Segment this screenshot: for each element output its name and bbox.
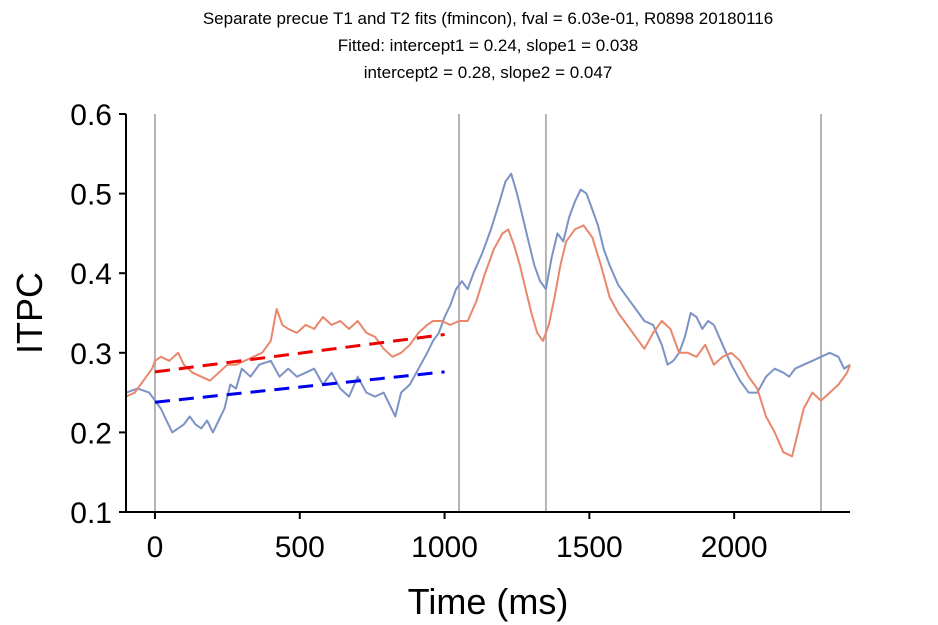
x-tick-label: 1000 [411,531,478,564]
fit-line-2 [154,370,445,404]
y-tick-label: 0.1 [70,497,112,530]
y-tick-label: 0.3 [70,338,112,371]
chart-title-line-2: Fitted: intercept1 = 0.24, slope1 = 0.03… [338,36,639,55]
plot-area [125,172,851,458]
series-line-1 [125,224,851,458]
x-axis-label: Time (ms) [408,581,569,622]
y-tick-label: 0.4 [70,258,112,291]
series-line-0 [125,172,851,434]
y-axis-ticks: 0.1 0.2 0.3 0.4 0.5 0.6 [70,99,126,530]
x-tick-label: 1500 [556,531,623,564]
chart-title-line-3: intercept2 = 0.28, slope2 = 0.047 [364,63,613,82]
fit-line-3 [154,333,445,374]
y-tick-label: 0.5 [70,179,112,212]
x-tick-label: 2000 [701,531,768,564]
event-lines [153,114,823,512]
y-tick-label: 0.2 [70,417,112,450]
chart-title-line-1: Separate precue T1 and T2 fits (fmincon)… [203,9,773,28]
y-tick-label: 0.6 [70,99,112,132]
x-tick-label: 0 [147,531,164,564]
x-axis-ticks: 0 500 1000 1500 2000 [147,512,768,564]
chart-title: Separate precue T1 and T2 fits (fmincon)… [203,9,773,82]
x-tick-label: 500 [275,531,325,564]
y-axis-label: ITPC [9,272,50,354]
